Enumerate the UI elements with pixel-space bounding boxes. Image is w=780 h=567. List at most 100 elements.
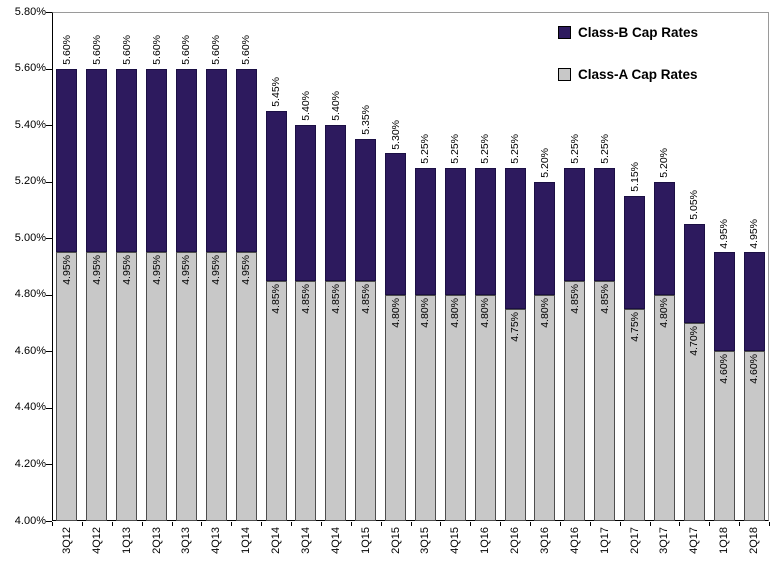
x-tick-mark xyxy=(619,522,621,526)
x-tick-label: 4Q16 xyxy=(568,527,581,554)
bar-class-a xyxy=(325,280,347,521)
bar-class-a xyxy=(146,252,168,521)
bar-class-a xyxy=(175,252,197,521)
bar-class-b xyxy=(295,125,317,281)
y-tick-mark xyxy=(46,351,52,353)
bar-class-a xyxy=(713,351,735,521)
y-tick-label: 5.20% xyxy=(14,175,46,188)
bar-class-a xyxy=(235,252,257,521)
x-tick-mark xyxy=(440,522,442,526)
plot-area xyxy=(52,12,769,521)
y-tick-mark xyxy=(46,407,52,409)
x-tick-mark xyxy=(589,522,591,526)
x-tick-mark xyxy=(559,522,561,526)
bar-class-a xyxy=(444,294,466,521)
x-tick-label: 3Q15 xyxy=(419,527,432,554)
bar-class-a xyxy=(265,280,287,521)
bar-class-a xyxy=(683,323,705,521)
x-tick-mark xyxy=(201,522,203,526)
x-tick-mark xyxy=(470,522,472,526)
bar-class-b xyxy=(116,68,138,253)
bar-class-b xyxy=(56,68,78,253)
bar-class-b xyxy=(564,167,586,281)
x-tick-label: 1Q14 xyxy=(240,527,253,554)
y-tick-label: 5.40% xyxy=(14,118,46,131)
y-tick-mark xyxy=(46,125,52,127)
bar-class-a xyxy=(534,294,556,521)
bar-class-b xyxy=(265,110,287,281)
x-tick-mark xyxy=(291,522,292,526)
bar-class-b xyxy=(325,125,347,281)
bar-class-b xyxy=(414,167,436,295)
x-tick-mark xyxy=(739,522,741,526)
bar-class-a xyxy=(564,280,586,521)
y-tick-mark xyxy=(46,294,52,296)
x-tick-mark xyxy=(261,522,263,526)
bar-class-a xyxy=(743,351,765,521)
x-tick-mark xyxy=(649,522,651,526)
bar-class-b xyxy=(385,153,407,295)
x-tick-label: 1Q15 xyxy=(359,527,372,554)
x-tick-mark xyxy=(81,522,83,526)
y-tick-mark xyxy=(46,181,52,183)
x-tick-mark xyxy=(171,522,173,526)
bar-class-a xyxy=(653,294,675,521)
x-tick-label: 1Q16 xyxy=(479,527,492,554)
y-tick-label: 4.00% xyxy=(14,514,46,527)
bar-class-a xyxy=(86,252,108,521)
bar-class-b xyxy=(474,167,496,295)
bar-class-b xyxy=(175,68,197,253)
bar-class-b xyxy=(534,181,556,295)
y-tick-label: 5.00% xyxy=(14,231,46,244)
bar-class-a xyxy=(474,294,496,521)
x-tick-label: 4Q13 xyxy=(210,527,223,554)
y-tick-mark xyxy=(46,12,52,13)
bar-class-b xyxy=(205,68,227,253)
x-tick-label: 2Q13 xyxy=(150,527,163,554)
x-tick-mark xyxy=(500,522,502,526)
bar-class-b xyxy=(683,224,705,324)
x-tick-mark xyxy=(530,522,531,526)
x-tick-mark xyxy=(141,522,143,526)
y-tick-mark xyxy=(46,521,52,522)
y-tick-mark xyxy=(46,238,52,240)
y-tick-label: 4.20% xyxy=(14,457,46,470)
x-tick-mark xyxy=(320,522,322,526)
bar-class-b xyxy=(86,68,108,253)
bar-class-b xyxy=(444,167,466,295)
x-tick-label: 3Q16 xyxy=(538,527,551,554)
bar-class-b xyxy=(713,252,735,352)
bar-class-b xyxy=(743,252,765,352)
x-tick-mark xyxy=(769,522,770,526)
bar-class-b xyxy=(504,167,526,309)
x-tick-label: 3Q17 xyxy=(658,527,671,554)
bar-class-a xyxy=(414,294,436,521)
x-tick-mark xyxy=(410,522,412,526)
bar-class-a xyxy=(205,252,227,521)
x-tick-label: 3Q12 xyxy=(60,527,73,554)
x-tick-mark xyxy=(679,522,681,526)
x-tick-label: 2Q15 xyxy=(389,527,402,554)
x-tick-label: 1Q17 xyxy=(598,527,611,554)
bar-class-b xyxy=(355,139,377,281)
y-tick-label: 5.80% xyxy=(14,5,46,18)
bar-class-a xyxy=(56,252,78,521)
x-tick-mark xyxy=(52,522,53,526)
legend: Class-B Cap Rates Class-A Cap Rates xyxy=(558,24,698,108)
legend-item-class-a: Class-A Cap Rates xyxy=(558,66,698,82)
x-tick-mark xyxy=(111,522,113,526)
bar-class-a xyxy=(504,308,526,521)
x-tick-label: 4Q14 xyxy=(329,527,342,554)
y-tick-mark xyxy=(46,464,52,466)
bar-class-b xyxy=(653,181,675,295)
x-tick-label: 4Q12 xyxy=(90,527,103,554)
x-tick-mark xyxy=(709,522,711,526)
y-tick-label: 4.40% xyxy=(14,401,46,414)
bar-class-a xyxy=(624,308,646,521)
x-tick-label: 2Q18 xyxy=(748,527,761,554)
y-tick-label: 4.80% xyxy=(14,288,46,301)
bar-class-a xyxy=(295,280,317,521)
